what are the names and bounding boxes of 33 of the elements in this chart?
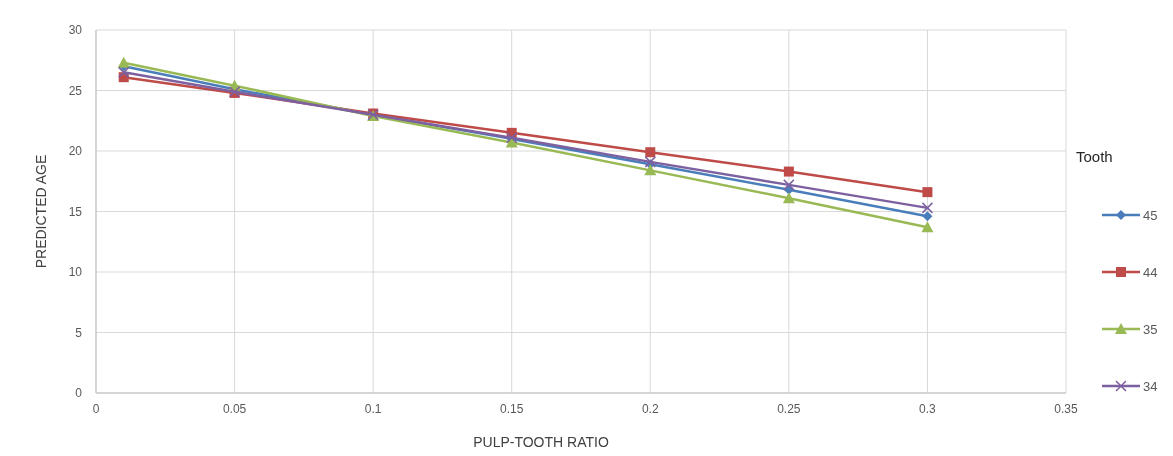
x-tick-label: 0.3 (919, 402, 937, 416)
x-axis-title: PULP-TOOTH RATIO (473, 434, 609, 450)
y-tick-label: 20 (68, 144, 83, 159)
point (783, 179, 795, 191)
legend-label: 44 (1143, 264, 1158, 280)
x-tick-label: 0.15 (500, 402, 524, 416)
y-axis-title: PREDICTED AGE (33, 154, 49, 269)
point (922, 211, 933, 222)
x-tick-label: 0.25 (777, 402, 801, 416)
x-tick-label: 0.35 (1054, 402, 1078, 416)
y-tick-label: 25 (68, 83, 83, 98)
point (645, 147, 656, 158)
y-tick-label: 10 (68, 265, 83, 280)
y-tick-label: 5 (75, 325, 83, 340)
point (921, 221, 934, 233)
point (644, 164, 657, 176)
x-tick-label: 0.1 (364, 402, 382, 416)
point (921, 202, 934, 214)
y-tick-label: 15 (68, 204, 83, 219)
legend-label: 45 (1143, 207, 1158, 223)
point (783, 166, 794, 177)
x-tick-label: 0.2 (641, 402, 659, 416)
legend-label: 35 (1143, 321, 1158, 337)
y-tick-label: 0 (75, 386, 83, 401)
y-tick-label: 30 (68, 23, 83, 38)
point (117, 56, 130, 68)
x-tick-label: 0 (92, 402, 100, 416)
x-tick-label: 0.05 (222, 402, 247, 416)
point (922, 187, 933, 198)
point (782, 192, 795, 204)
legend-label: 34 (1143, 378, 1158, 394)
legend-title: Tooth (1076, 148, 1113, 165)
point (117, 66, 130, 79)
